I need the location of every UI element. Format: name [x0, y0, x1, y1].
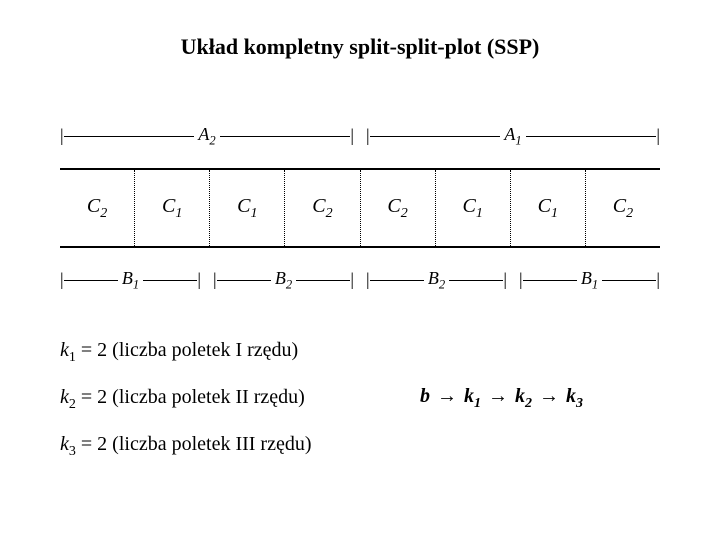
range-end-right: | — [656, 126, 660, 144]
range-label: A2 — [194, 124, 219, 149]
top-range-row: | A2 | | A1 | — [60, 124, 660, 148]
cell: C1 — [511, 170, 586, 246]
bottom-range-row: | B1 | | B2 | | B2 | | B1 | — [60, 268, 660, 292]
range-end-left: | — [366, 126, 370, 144]
range-a2: | A2 | — [60, 124, 354, 148]
cell-band: C2 C1 C1 C2 C2 C1 C1 C2 — [60, 168, 660, 248]
range-b2: | B2 | — [213, 268, 354, 292]
range-b1b: | B1 | — [519, 268, 660, 292]
cell: C1 — [135, 170, 210, 246]
range-label: B1 — [118, 268, 143, 293]
cell: C2 — [60, 170, 135, 246]
range-label: B2 — [424, 268, 449, 293]
ssp-diagram: | A2 | | A1 | C2 C1 C1 C2 C2 C1 C1 C2 — [60, 124, 660, 292]
cell: C2 — [361, 170, 436, 246]
cell: C1 — [436, 170, 511, 246]
range-a1: | A1 | — [366, 124, 660, 148]
range-label: B1 — [577, 268, 602, 293]
note-line: k1 = 2 (liczba poletek I rzędu) — [60, 340, 312, 365]
range-b2b: | B2 | — [366, 268, 507, 292]
range-end-left: | — [60, 126, 64, 144]
range-label: B2 — [271, 268, 296, 293]
range-label: A1 — [500, 124, 525, 149]
note-line: k2 = 2 (liczba poletek II rzędu) — [60, 387, 312, 412]
cell: C2 — [586, 170, 660, 246]
range-b1: | B1 | — [60, 268, 201, 292]
range-end-right: | — [350, 126, 354, 144]
cell: C1 — [210, 170, 285, 246]
chain-expression: b → k1 → k2 → k3 — [420, 385, 583, 412]
page-title: Układ kompletny split-split-plot (SSP) — [0, 0, 720, 60]
cell: C2 — [285, 170, 360, 246]
note-line: k3 = 2 (liczba poletek III rzędu) — [60, 434, 312, 459]
notes-block: k1 = 2 (liczba poletek I rzędu) k2 = 2 (… — [60, 340, 312, 481]
